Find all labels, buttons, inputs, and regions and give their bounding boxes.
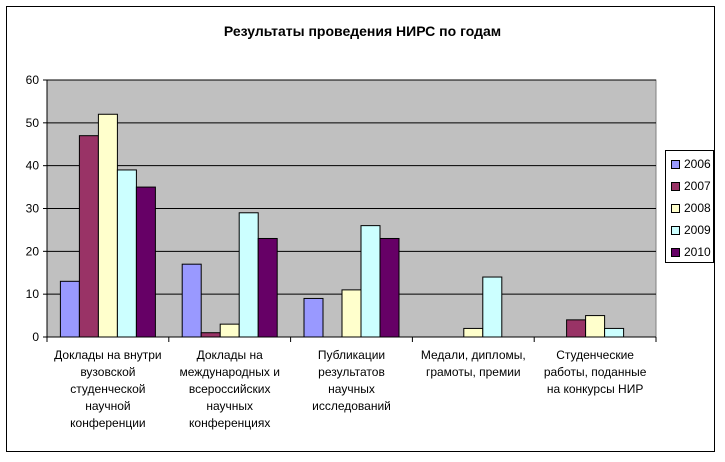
bar-2009-cat-5 bbox=[604, 327, 625, 338]
bar-2008-cat-4 bbox=[463, 327, 484, 338]
bar-2006-cat-1 bbox=[59, 280, 80, 338]
y-tick-label: 30 bbox=[26, 202, 40, 216]
legend-swatch bbox=[671, 225, 680, 235]
x-category-label: Медали, дипломы, грамоты, премии bbox=[421, 348, 526, 379]
legend-label: 2009 bbox=[684, 223, 711, 237]
legend-label: 2007 bbox=[684, 179, 711, 193]
bar-2009-cat-2 bbox=[238, 212, 259, 338]
legend-item-2007: 2007 bbox=[671, 179, 711, 193]
chart-title: Результаты проведения НИРС по годам bbox=[223, 23, 502, 39]
bar-2006-cat-3 bbox=[303, 297, 324, 338]
bar-2007-cat-1 bbox=[78, 135, 99, 338]
legend-swatch bbox=[671, 247, 680, 257]
bar-2008-cat-1 bbox=[97, 113, 118, 338]
y-tick-label: 60 bbox=[26, 73, 40, 87]
bar-2010-cat-1 bbox=[135, 186, 156, 338]
legend-swatch bbox=[671, 203, 680, 213]
bar-2008-cat-2 bbox=[219, 323, 240, 338]
legend-item-2008: 2008 bbox=[671, 201, 711, 215]
bar-2010-cat-2 bbox=[257, 237, 278, 338]
x-category-label: Доклады на международных и всероссийских на… bbox=[179, 348, 280, 430]
legend-label: 2008 bbox=[684, 201, 711, 215]
bar-2010-cat-3 bbox=[379, 237, 400, 338]
y-tick-label: 0 bbox=[32, 330, 39, 344]
bar-2009-cat-1 bbox=[116, 169, 137, 338]
x-category-label: Публикации результатов научных исследований bbox=[312, 348, 391, 413]
legend-item-2010: 2010 bbox=[671, 245, 711, 259]
x-category-label: Студенческие работы, поданные на конкурсы … bbox=[544, 348, 647, 396]
legend-item-2006: 2006 bbox=[671, 157, 711, 171]
bar-2008-cat-3 bbox=[341, 289, 362, 338]
legend: 2006 2007 2008 2009 2010 bbox=[665, 150, 714, 263]
y-tick-label: 50 bbox=[26, 116, 40, 130]
y-tick-label: 10 bbox=[26, 287, 40, 301]
bar-2006-cat-2 bbox=[181, 263, 202, 338]
legend-item-2009: 2009 bbox=[671, 223, 711, 237]
legend-swatch bbox=[671, 159, 680, 169]
legend-label: 2010 bbox=[684, 245, 711, 259]
legend-label: 2006 bbox=[684, 157, 711, 171]
bar-2009-cat-3 bbox=[360, 225, 381, 338]
x-category-label: Доклады на внутри вузовской студенческой на… bbox=[54, 348, 161, 430]
y-tick-label: 40 bbox=[26, 159, 40, 173]
y-tick-label: 20 bbox=[26, 244, 40, 258]
bar-2009-cat-4 bbox=[482, 276, 503, 338]
bar-2007-cat-2 bbox=[200, 332, 221, 338]
bar-2007-cat-5 bbox=[566, 319, 587, 338]
bar-2008-cat-5 bbox=[585, 315, 606, 338]
legend-swatch bbox=[671, 181, 680, 191]
